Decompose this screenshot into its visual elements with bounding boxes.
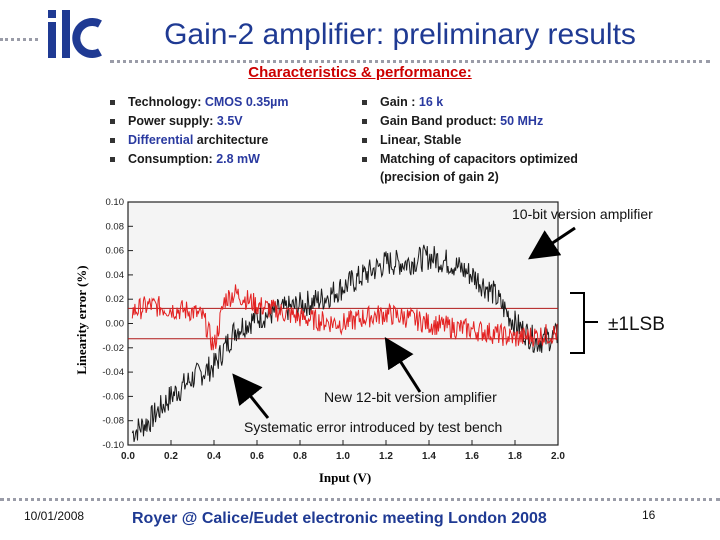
y-tick-label: -0.06	[102, 391, 124, 402]
list-item: Differential architecture	[110, 131, 345, 150]
x-tick-label: 1.4	[422, 451, 436, 462]
x-tick-label: 1.2	[379, 451, 393, 462]
right-bullet-list: Gain : 16 k Gain Band product: 50 MHz Li…	[362, 93, 632, 186]
x-tick-label: 1.8	[508, 451, 522, 462]
y-tick-label: -0.10	[102, 440, 124, 451]
list-item: Technology: CMOS 0.35µm	[110, 93, 345, 112]
linearity-error-chart: 0.10 0.08 0.06 0.04 0.02 0.00 -0.02 -0.04 -0.06 -…	[74, 197, 565, 485]
y-tick-label: -0.02	[102, 343, 124, 354]
x-tick-label: 1.6	[465, 451, 479, 462]
page-number: 16	[642, 508, 656, 522]
x-tick-label: 0.2	[164, 451, 178, 462]
header-dotted-line-left	[0, 38, 38, 41]
list-item: Linear, Stable	[362, 131, 632, 150]
left-bullet-list: Technology: CMOS 0.35µm Power supply: 3.…	[110, 93, 345, 169]
y-tick-label: 0.08	[106, 221, 125, 232]
x-tick-label: 0.8	[293, 451, 307, 462]
y-tick-label: 0.06	[106, 246, 125, 257]
list-item: Gain Band product: 50 MHz	[362, 112, 632, 131]
footer-center: Royer @ Calice/Eudet electronic meeting …	[132, 510, 547, 527]
y-tick-label: 0.02	[106, 294, 125, 305]
y-tick-label: -0.04	[102, 367, 124, 378]
x-tick-label: 0.6	[250, 451, 264, 462]
header-dotted-line-right	[110, 60, 710, 63]
x-tick-label: 2.0	[551, 451, 565, 462]
annotation-12bit: New 12-bit version amplifier	[324, 389, 497, 405]
section-subtitle: Characteristics & performance:	[248, 64, 472, 81]
y-tick-label: 0.04	[106, 270, 125, 281]
series-10bit-line	[131, 244, 558, 443]
chart-ylabel: Linearity error (%)	[74, 265, 89, 374]
series-12bit-line	[131, 284, 558, 351]
arrow-12bit	[384, 336, 422, 393]
x-tick-label: 1.0	[336, 451, 350, 462]
chart-xlabel: Input (V)	[319, 470, 371, 485]
arrow-10bit	[528, 226, 576, 260]
footer-dotted-line	[0, 498, 720, 501]
y-tick-label: 0.10	[106, 197, 125, 208]
x-tick-label: 0.0	[121, 451, 135, 462]
x-tick-label: 0.4	[207, 451, 221, 462]
annotation-10bit: 10-bit version amplifier	[512, 206, 653, 222]
y-tick-label: 0.00	[106, 319, 125, 330]
list-item: Power supply: 3.5V	[110, 112, 345, 131]
list-item: Matching of capacitors optimized (precis…	[362, 150, 632, 186]
y-tick-label: -0.08	[102, 416, 124, 427]
list-item: Gain : 16 k	[362, 93, 632, 112]
annotation-lsb: ±1LSB	[608, 314, 665, 335]
list-item: Consumption: 2.8 mW	[110, 150, 345, 169]
footer-date: 10/01/2008	[24, 509, 85, 523]
ilc-logo	[44, 8, 104, 62]
lsb-bracket	[570, 292, 598, 354]
arrow-test-bench	[232, 373, 270, 419]
annotation-test-bench: Systematic error introduced by test benc…	[244, 419, 503, 435]
page-title: Gain-2 amplifier: preliminary results	[164, 18, 636, 51]
